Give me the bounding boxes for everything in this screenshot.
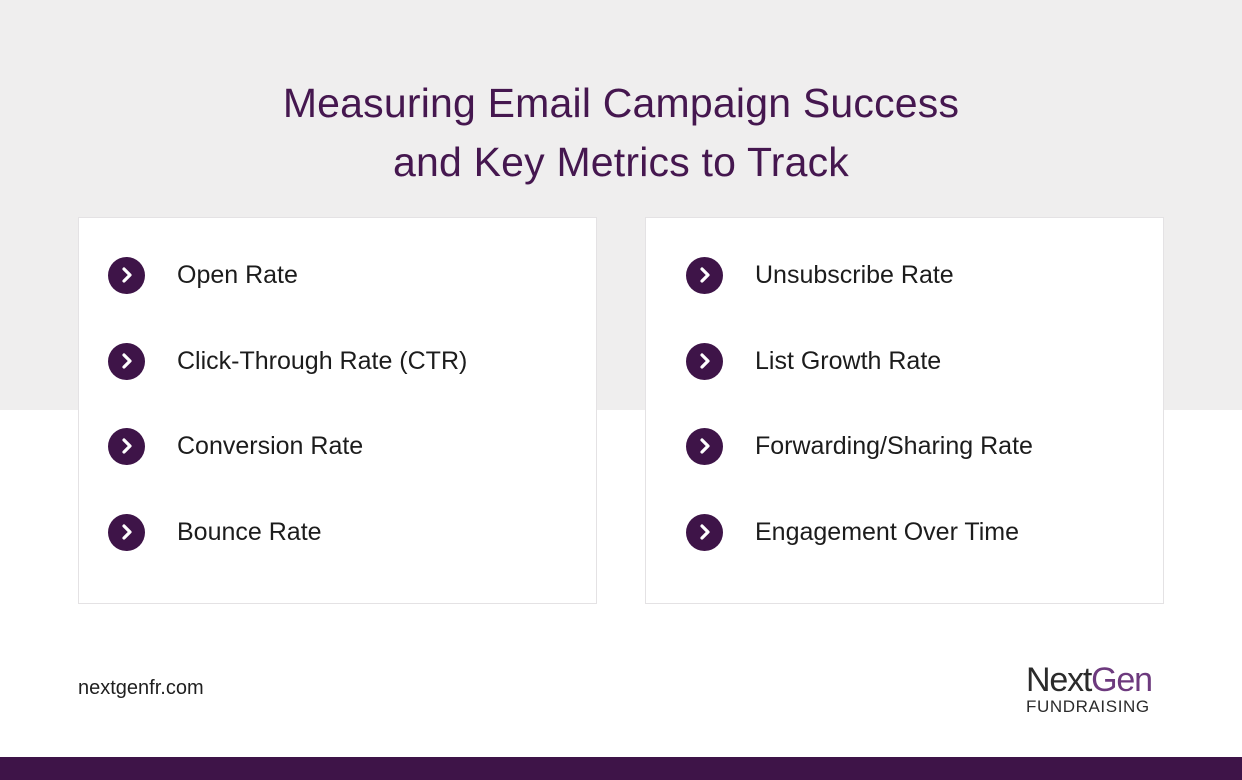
metric-label: List Growth Rate (755, 346, 942, 375)
list-item: Open Rate (108, 256, 578, 294)
metric-label: Bounce Rate (177, 517, 322, 546)
list-item: List Growth Rate (686, 342, 1156, 380)
list-item: Bounce Rate (108, 513, 578, 551)
metric-label: Unsubscribe Rate (755, 260, 954, 289)
logo-gen: Gen (1091, 661, 1153, 699)
list-item: Click-Through Rate (CTR) (108, 342, 578, 380)
list-item: Engagement Over Time (686, 513, 1156, 551)
metric-label: Click-Through Rate (CTR) (177, 346, 468, 375)
chevron-right-circle-icon (108, 513, 145, 551)
footer-website-url: nextgenfr.com (78, 677, 204, 699)
metric-label: Forwarding/Sharing Rate (755, 431, 1033, 460)
logo-subtitle: FUNDRAISING (1026, 697, 1150, 716)
metric-label: Engagement Over Time (755, 517, 1020, 546)
metrics-card-left: Open Rate Click-Through Rate (CTR) Conve… (78, 217, 597, 604)
list-item: Conversion Rate (108, 427, 578, 465)
logo-wordmark: NextGen (1026, 662, 1166, 698)
list-item: Forwarding/Sharing Rate (686, 427, 1156, 465)
title-line-1: Measuring Email Campaign Success (282, 80, 960, 126)
metric-label: Open Rate (177, 260, 298, 289)
list-item: Unsubscribe Rate (686, 256, 1156, 294)
chevron-right-circle-icon (108, 256, 145, 294)
chevron-right-circle-icon (686, 342, 723, 380)
metric-label: Conversion Rate (177, 431, 364, 460)
title-line-2: and Key Metrics to Track (393, 139, 849, 185)
chevron-right-circle-icon (686, 427, 723, 465)
page-title: Measuring Email Campaign Success and Key… (0, 74, 1242, 192)
logo-next: Next (1026, 661, 1092, 699)
chevron-right-circle-icon (686, 256, 723, 294)
nextgen-fundraising-logo: NextGen FUNDRAISING (1026, 662, 1166, 718)
chevron-right-circle-icon (108, 342, 145, 380)
chevron-right-circle-icon (108, 427, 145, 465)
chevron-right-circle-icon (686, 513, 723, 551)
bottom-accent-bar (0, 757, 1242, 780)
metrics-card-right: Unsubscribe Rate List Growth Rate Forwar… (645, 217, 1164, 604)
